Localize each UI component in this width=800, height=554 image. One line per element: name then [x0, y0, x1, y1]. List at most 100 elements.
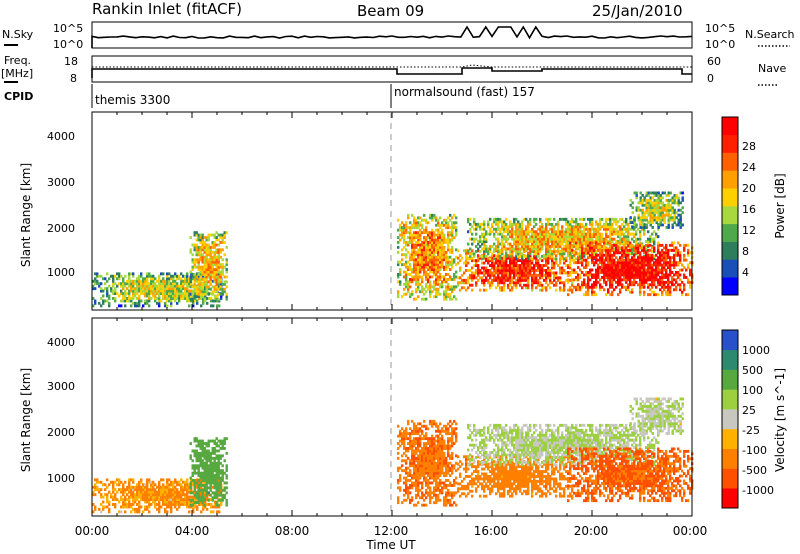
power-cell — [148, 297, 151, 300]
power-cell — [156, 289, 159, 293]
power-cell — [441, 285, 444, 289]
power-cell — [509, 276, 512, 280]
power-cell — [481, 276, 484, 280]
power-cell — [489, 245, 492, 248]
power-cell — [96, 274, 99, 278]
power-cell — [144, 294, 147, 298]
power-cell — [535, 278, 538, 282]
power-cell — [483, 250, 486, 253]
velocity-cell — [182, 485, 185, 489]
velocity-cell — [188, 488, 191, 492]
power-cell — [547, 250, 550, 253]
power-cell — [215, 282, 218, 286]
power-cell — [200, 287, 203, 291]
power-cell — [651, 273, 654, 277]
power-cell — [611, 246, 614, 250]
velocity-cell — [140, 490, 143, 494]
velocity-cell — [193, 469, 196, 473]
power-cell — [619, 251, 622, 255]
power-cell — [433, 216, 436, 220]
power-cell — [427, 236, 430, 239]
power-cell — [609, 278, 612, 282]
power-cell — [531, 237, 534, 241]
velocity-cell — [209, 493, 212, 497]
power-cell — [447, 226, 450, 230]
velocity-cell — [192, 505, 195, 509]
power-cell — [485, 237, 488, 241]
power-cell — [569, 278, 572, 282]
power-cell — [583, 217, 586, 221]
power-cell — [633, 246, 636, 250]
power-cell — [609, 246, 612, 250]
power-cell — [419, 216, 422, 220]
power-cell — [635, 271, 638, 274]
power-cell — [497, 217, 500, 221]
power-cell — [421, 290, 424, 294]
power-cell — [657, 280, 660, 284]
power-cell — [513, 240, 516, 243]
velocity-cell — [218, 505, 221, 509]
power-cell — [433, 265, 436, 269]
power-cell — [209, 245, 212, 249]
power-cell — [148, 294, 151, 298]
power-cell — [617, 280, 620, 284]
power-cell — [643, 271, 646, 274]
power-cell — [168, 284, 171, 288]
power-cell — [671, 196, 674, 200]
power-cell — [219, 275, 222, 279]
power-cell — [519, 273, 522, 277]
power-cell — [651, 191, 654, 195]
power-cell — [160, 287, 163, 291]
power-cell — [136, 277, 139, 281]
velocity-cell — [126, 505, 129, 509]
power-cell — [615, 230, 618, 234]
velocity-cell — [148, 505, 151, 509]
velocity-cell — [102, 483, 105, 487]
power-cell — [597, 240, 600, 243]
power-cell — [683, 253, 686, 257]
power-cell — [215, 265, 218, 269]
power-cell — [122, 299, 125, 303]
power-cell — [529, 235, 532, 239]
power-cell — [651, 246, 654, 250]
power-cell — [525, 237, 528, 241]
power-cell — [645, 201, 648, 205]
velocity-cell — [102, 505, 105, 509]
velocity-cell — [132, 490, 135, 494]
power-cell — [575, 227, 578, 231]
power-cell — [503, 273, 506, 277]
power-cell — [583, 258, 586, 262]
power-cell — [587, 246, 590, 250]
power-cell — [142, 277, 145, 281]
power-cell — [639, 271, 642, 274]
velocity-cell — [100, 493, 103, 497]
power-cell — [160, 299, 163, 303]
power-cell — [607, 268, 610, 272]
power-cell — [633, 266, 636, 269]
power-cell — [447, 260, 450, 264]
power-cell — [417, 221, 420, 225]
power-cell — [509, 278, 512, 282]
velocity-cell — [197, 464, 200, 468]
power-cell — [605, 237, 608, 241]
power-cell — [639, 237, 642, 241]
power-cell — [435, 243, 438, 247]
power-cell — [215, 290, 218, 294]
velocity-cell — [195, 501, 198, 505]
power-cell — [499, 251, 502, 255]
power-cell — [581, 217, 584, 221]
power-cell — [188, 297, 191, 300]
velocity-cell — [170, 493, 173, 497]
power-cell — [403, 275, 406, 279]
power-cell — [195, 238, 198, 242]
power-cell — [541, 264, 544, 267]
power-cell — [615, 276, 618, 279]
power-cell — [617, 293, 620, 297]
power-cell — [409, 236, 412, 239]
power-cell — [475, 261, 478, 265]
power-cell — [541, 245, 544, 248]
power-cell — [217, 250, 220, 254]
power-cell — [547, 240, 550, 243]
power-cell — [481, 222, 484, 226]
power-cell — [427, 273, 430, 276]
